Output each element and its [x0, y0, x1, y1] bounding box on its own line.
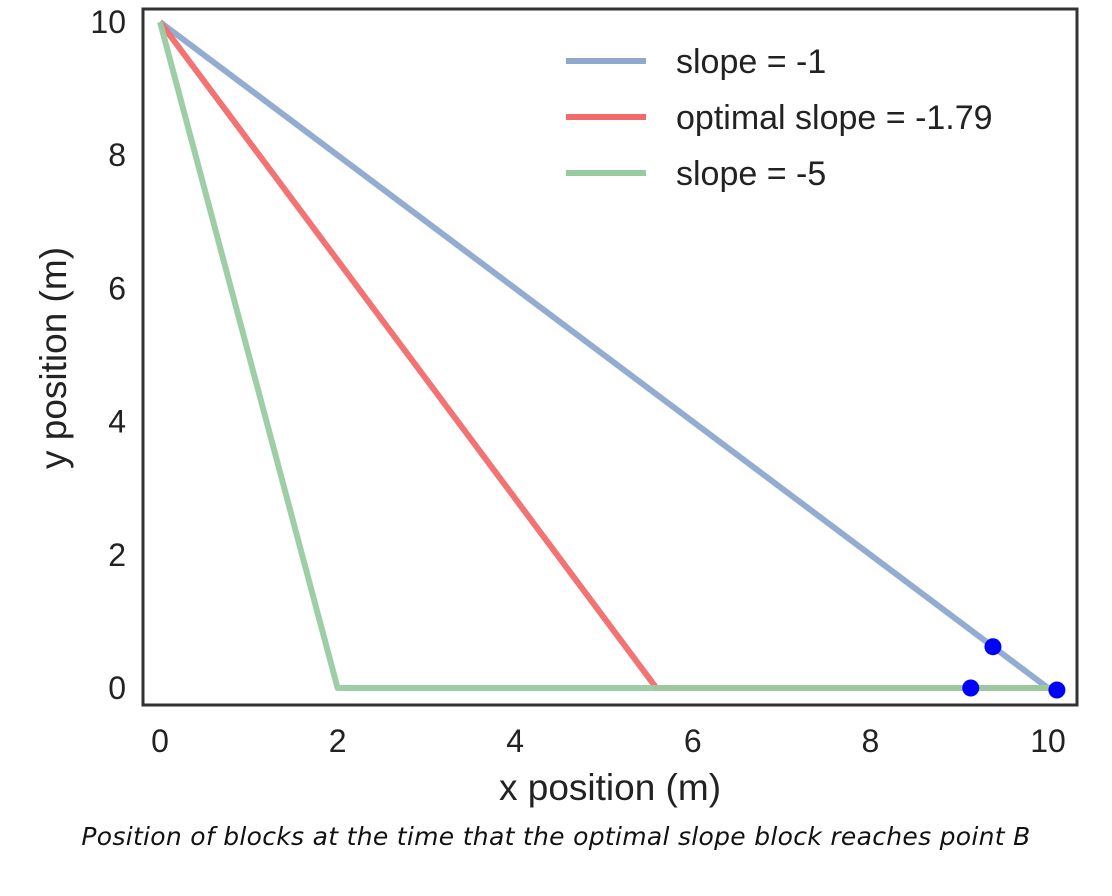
x-tick-label: 2: [329, 723, 347, 759]
block-markers: [962, 638, 1066, 699]
y-tick-label: 10: [90, 4, 126, 40]
y-tick-label: 8: [108, 137, 126, 173]
legend-label-1: slope = -1: [676, 43, 826, 81]
legend-label-3: slope = -5: [676, 155, 826, 193]
legend: slope = -1 optimal slope = -1.79 slope = -…: [566, 43, 993, 193]
line-chart: 0 2 4 6 8 10 0 2 4 6 8 10 x position (m) y position…: [33, 4, 1079, 808]
x-tick-label: 4: [506, 723, 524, 759]
y-axis-label: y position (m): [33, 247, 74, 469]
x-tick-label: 6: [684, 723, 702, 759]
y-tick-label: 2: [108, 537, 126, 573]
y-tick-label: 4: [108, 404, 126, 440]
legend-label-2: optimal slope = -1.79: [676, 99, 993, 137]
x-tick-label: 10: [1030, 723, 1066, 759]
x-axis-label: x position (m): [499, 767, 721, 808]
y-tick-label: 6: [108, 270, 126, 306]
block-marker-2: [962, 679, 980, 697]
axis-ticks: 0 2 4 6 8 10 0 2 4 6 8 10: [90, 4, 1065, 759]
figure-caption: Position of blocks at the time that the …: [81, 822, 1031, 851]
x-tick-label: 8: [862, 723, 880, 759]
plot-frame: [141, 7, 1079, 707]
x-tick-label: 0: [151, 723, 169, 759]
y-tick-label: 0: [108, 670, 126, 706]
block-marker-1: [984, 638, 1002, 656]
block-marker-3: [1048, 681, 1066, 699]
series-line-3: [157, 21, 1057, 691]
